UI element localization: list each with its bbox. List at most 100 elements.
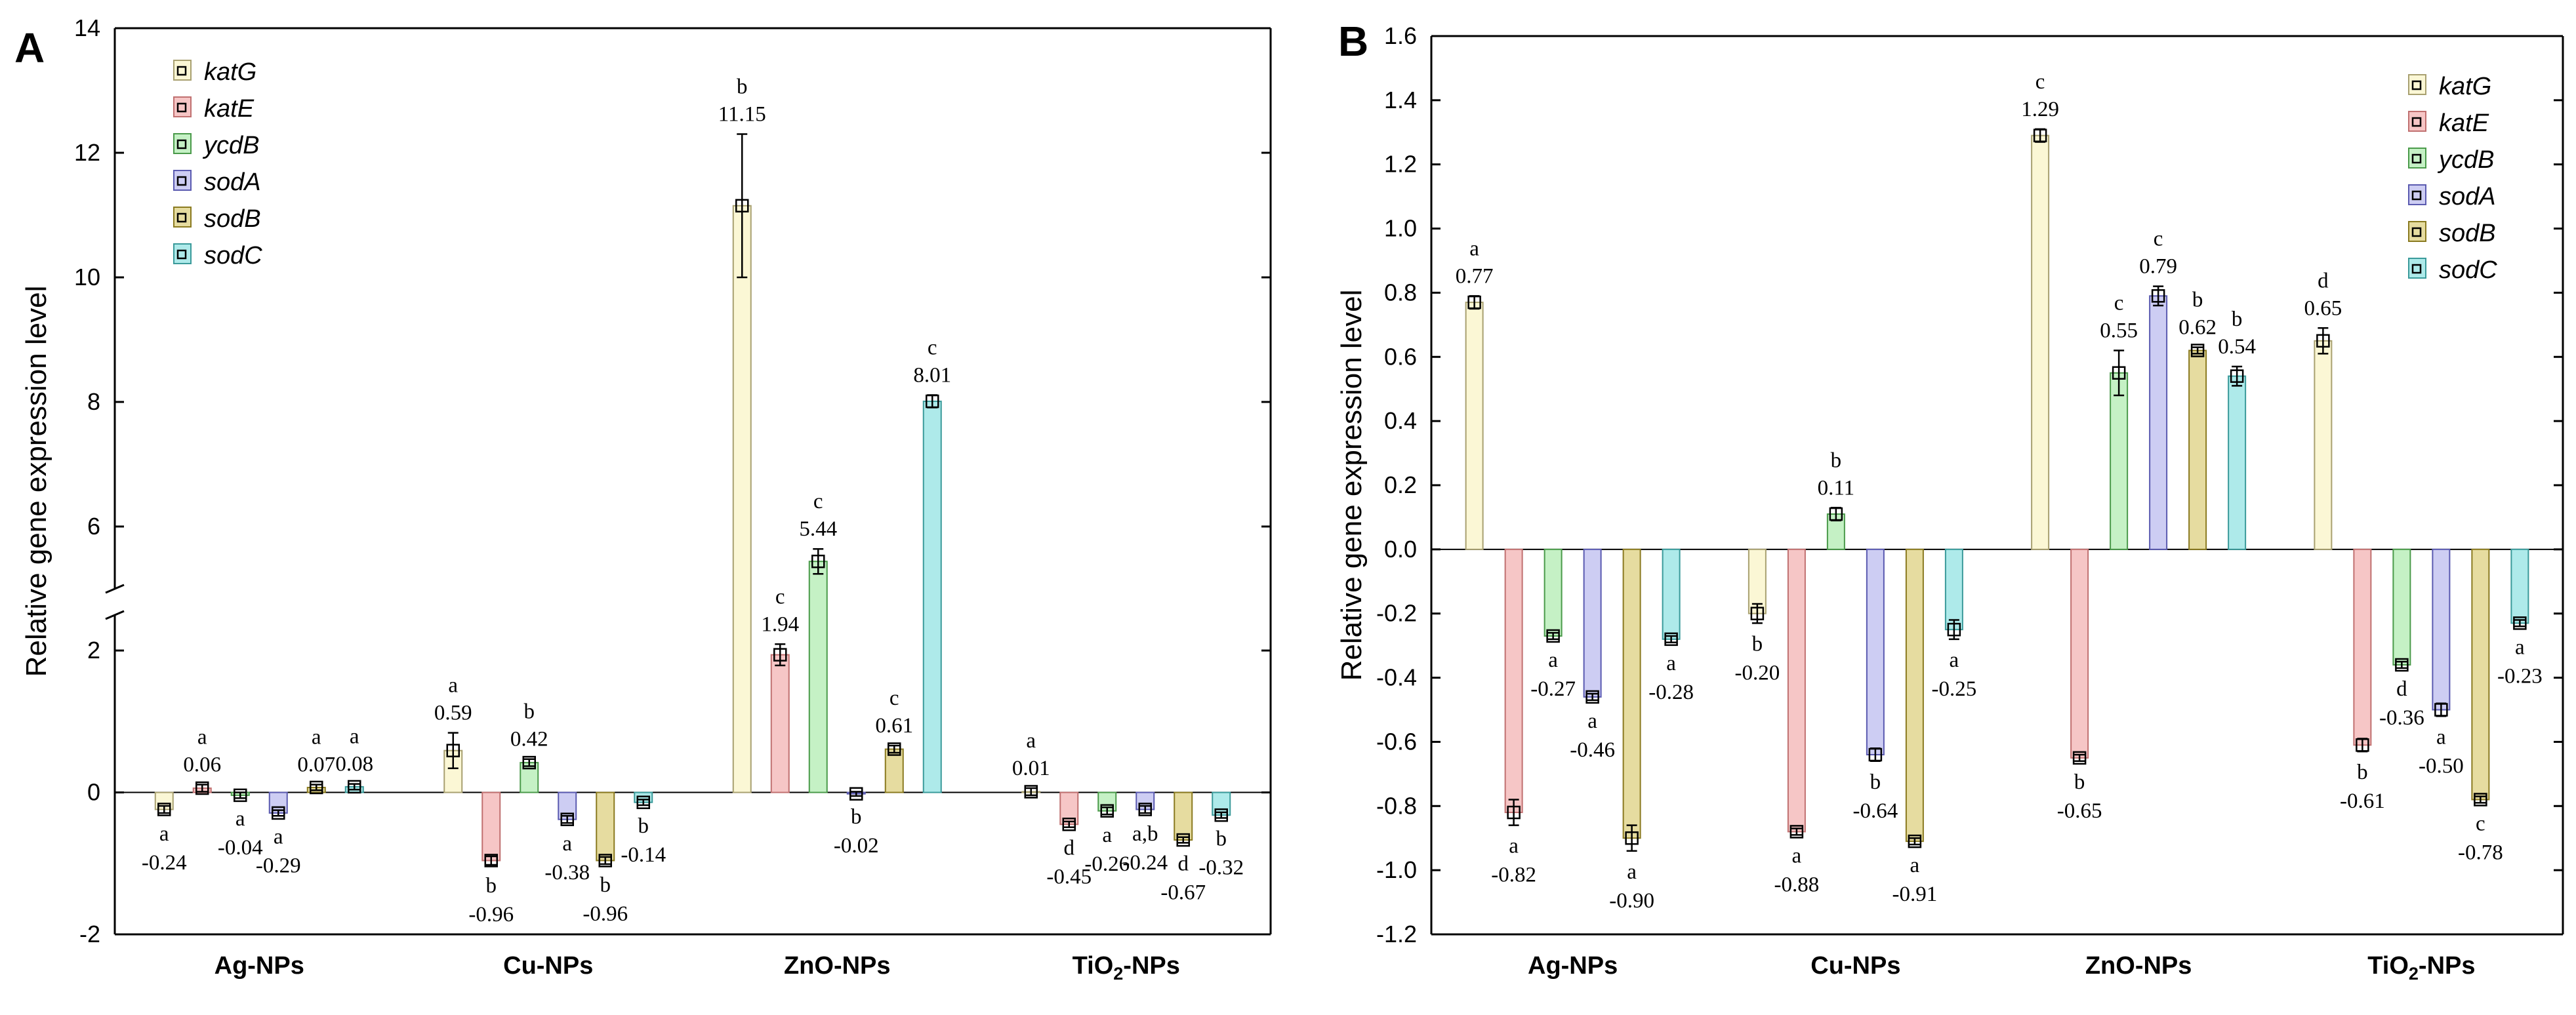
data-label: -0.29 — [256, 854, 301, 877]
legend-swatch-katE — [173, 96, 192, 117]
y-tick-label: 0 — [87, 779, 100, 806]
legend-marker — [176, 139, 187, 149]
significance-letter: a — [159, 822, 169, 846]
bar-ycdB — [2392, 548, 2411, 666]
significance-letter: a — [197, 726, 207, 749]
bar-katG — [2031, 134, 2050, 550]
data-label: 0.54 — [2218, 335, 2256, 359]
data-label: -0.36 — [2379, 706, 2424, 730]
significance-letter: b — [2232, 308, 2243, 331]
mean-marker — [2112, 366, 2126, 380]
significance-letter: a — [1587, 709, 1597, 733]
category-label: TiO2-NPs — [1073, 952, 1180, 984]
mean-marker — [1947, 622, 1961, 637]
data-label: -0.61 — [2340, 789, 2385, 813]
significance-letter: a — [1548, 648, 1558, 672]
legend-swatch-sodC — [173, 243, 192, 264]
y-tick-label: -1.2 — [1376, 921, 1417, 947]
significance-letter: a — [562, 832, 572, 856]
bar-ycdB — [1544, 548, 1563, 637]
y-tick-label: 12 — [74, 139, 100, 166]
significance-letter: c — [2154, 228, 2163, 251]
legend-label-sodA: sodA — [204, 169, 261, 196]
bar-sodA — [2149, 295, 2168, 550]
mean-marker — [1467, 295, 1481, 309]
bar-sodA — [2432, 548, 2451, 711]
data-label: 0.07 — [297, 753, 335, 777]
bar-katE — [2353, 548, 2372, 746]
bar-sodB — [1905, 548, 1924, 843]
data-label: 0.55 — [2100, 319, 2138, 343]
legend-swatch-sodB — [173, 207, 192, 228]
mean-marker — [2395, 658, 2409, 672]
mean-marker — [1100, 804, 1114, 818]
legend-swatch-sodC — [2408, 258, 2426, 279]
bar-sodB — [1622, 548, 1641, 839]
mean-marker — [849, 787, 863, 801]
mean-marker — [484, 854, 498, 867]
bar-sodB — [884, 748, 904, 793]
bar-ycdB — [808, 561, 828, 793]
mean-marker — [2190, 344, 2205, 357]
mean-marker — [1868, 747, 1883, 762]
data-label: -0.20 — [1735, 661, 1780, 685]
mean-marker — [773, 648, 787, 662]
significance-letter: a — [312, 726, 321, 749]
significance-letter: a — [2515, 635, 2525, 659]
mean-marker — [195, 781, 209, 795]
legend-swatch-katG — [173, 60, 192, 81]
y-tick-label: 1.6 — [1384, 22, 1417, 49]
significance-letter: c — [2114, 292, 2124, 315]
significance-letter: c — [813, 490, 823, 513]
legend-label-ycdB: ycdB — [2437, 146, 2494, 174]
panel-a: -2 0 2 6 8 10 12 14 Relative gene expression lev… — [14, 14, 1272, 984]
significance-letter: b — [638, 814, 649, 838]
data-label: -0.26 — [1084, 852, 1130, 876]
axis-break-mark-upper — [105, 584, 125, 594]
legend-label-sodC: sodC — [204, 242, 262, 269]
significance-letter: d — [1178, 852, 1189, 875]
category-label: Ag-NPs — [215, 952, 304, 980]
data-label: 0.65 — [2304, 296, 2342, 320]
mean-marker — [2356, 738, 2369, 752]
mean-marker — [2033, 129, 2047, 142]
category-label: TiO2-NPs — [2367, 952, 2475, 984]
significance-letter: b — [2192, 289, 2203, 312]
bar-katE — [481, 791, 501, 862]
data-label: 0.08 — [335, 753, 373, 776]
legend-label-katE: katE — [2439, 109, 2489, 137]
y-tick-label: 1.4 — [1384, 87, 1417, 113]
significance-letter: b — [851, 805, 862, 829]
panel-b: -1.2 -1.0 -0.8 -0.6 -0.4 -0.2 0.0 0.2 0.4 0.6 0.8 1… — [1336, 18, 2564, 984]
bar-sodB — [2471, 548, 2490, 801]
data-label: 0.77 — [1456, 264, 1494, 288]
mean-marker — [1829, 507, 1843, 521]
category-label: Cu-NPs — [503, 952, 593, 980]
significance-letter: c — [889, 687, 899, 710]
legend-label-sodB: sodB — [204, 205, 261, 233]
data-label: -0.46 — [1570, 738, 1615, 762]
data-label: 0.61 — [875, 714, 913, 738]
mean-marker — [1507, 805, 1521, 820]
mean-marker — [1138, 803, 1152, 816]
legend-marker — [176, 249, 187, 260]
data-label: -0.14 — [621, 843, 666, 867]
legend-marker — [2411, 80, 2422, 90]
mean-marker — [926, 394, 939, 408]
data-label: -0.65 — [2057, 799, 2102, 823]
y-tick-label: 8 — [87, 388, 100, 415]
y-tick-label: -1.0 — [1376, 856, 1417, 883]
bar-katE — [1787, 548, 1806, 833]
mean-marker — [310, 780, 323, 795]
data-label: 0.62 — [2178, 316, 2217, 340]
significance-letter: b — [2074, 770, 2085, 794]
y-tick-label: 0.0 — [1384, 536, 1417, 563]
legend-label-katG: katG — [2439, 73, 2491, 100]
mean-marker — [888, 742, 901, 756]
bar-katE — [770, 654, 790, 793]
significance-letter: d — [2396, 677, 2407, 701]
legend-swatch-ycdB — [2408, 148, 2426, 169]
data-label: -0.96 — [583, 902, 628, 926]
mean-marker — [272, 806, 285, 820]
mean-marker — [522, 755, 536, 770]
